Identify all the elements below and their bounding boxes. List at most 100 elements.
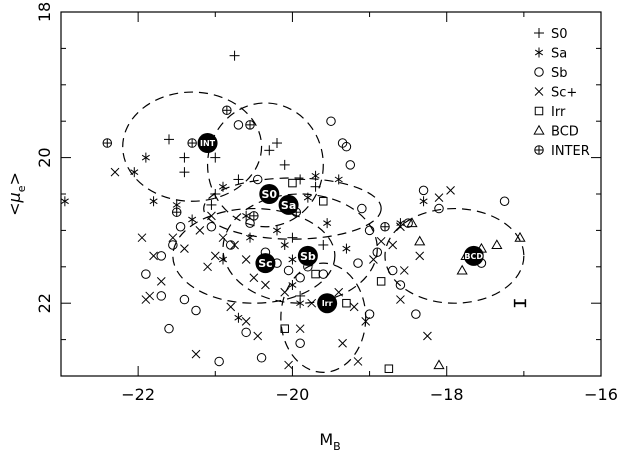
point-sc-plus (218, 233, 228, 243)
legend-marker (534, 67, 544, 77)
point-sc-plus (349, 302, 359, 312)
point-sc-plus (396, 222, 405, 232)
point-sb (418, 185, 429, 196)
series-sa (60, 152, 428, 323)
legend-item-bcd: BCD (533, 124, 579, 140)
series-sb (141, 116, 510, 367)
y-tick-label: 20 (35, 147, 54, 167)
point-s0 (210, 189, 221, 199)
point-sa (245, 232, 255, 243)
point-sc-plus (369, 255, 378, 264)
y-tick-label: 22 (35, 293, 54, 313)
ellipse-sc (172, 207, 336, 304)
point-sb (353, 258, 363, 268)
point-inter (171, 207, 182, 217)
point-sa (334, 174, 343, 185)
point-sb (214, 356, 224, 367)
y-axis-title: <μe> (5, 172, 28, 216)
y-axis-title-open: < (5, 202, 24, 215)
point-sc-plus (241, 255, 251, 264)
point-sb (252, 174, 263, 185)
ellipse-int (122, 91, 263, 202)
point-sb (156, 291, 167, 301)
point-sc-plus (180, 244, 189, 253)
point-s0 (179, 167, 190, 178)
series-s0 (164, 50, 329, 301)
ellipse-sb (222, 193, 378, 304)
point-sb (156, 251, 167, 261)
point-sc-plus (361, 317, 371, 326)
point-sa (303, 192, 312, 203)
point-bcd (414, 235, 426, 246)
point-s0 (295, 174, 306, 185)
x-axis-title-sub: B (333, 440, 341, 450)
point-sb (364, 225, 375, 236)
point-sb (341, 141, 352, 152)
point-sb (372, 247, 383, 257)
centroid-label: Sa (281, 199, 296, 212)
point-sb (499, 196, 510, 207)
point-sb (164, 323, 174, 334)
point-sa (149, 196, 158, 207)
point-sc-plus (396, 295, 405, 304)
point-s0 (210, 152, 221, 163)
point-bcd (433, 359, 445, 370)
point-sc-plus (241, 317, 251, 326)
centroid-bcd: BCD (463, 245, 484, 266)
centroid-disc (463, 245, 484, 266)
point-sb (245, 218, 255, 228)
legend-item-irr: Irr (534, 105, 566, 120)
axis-ticks: −22 −20 −18 −16 18 20 22 (35, 2, 618, 404)
point-sc-plus (226, 302, 236, 312)
legend-label: Irr (551, 105, 566, 120)
legend-marker (534, 47, 544, 58)
point-sb (326, 116, 336, 126)
centroid-disc (278, 194, 299, 215)
point-sb (179, 294, 190, 305)
ellipse-s0 (206, 102, 324, 228)
point-sb (283, 265, 294, 276)
point-sc-plus (253, 331, 263, 341)
point-sc-plus (388, 240, 398, 250)
point-bcd (406, 217, 418, 228)
point-sa (141, 152, 150, 163)
point-s0 (229, 50, 240, 61)
point-s0 (318, 239, 329, 250)
point-sb (225, 240, 236, 250)
point-sb (357, 203, 367, 214)
point-s0 (287, 232, 298, 243)
point-sa (288, 280, 297, 290)
point-sb (434, 203, 444, 214)
centroid-irr: Irr (317, 293, 338, 314)
point-s0 (206, 199, 217, 210)
point-inter (102, 138, 113, 148)
point-sc-plus (249, 273, 259, 283)
point-sc-plus (149, 251, 158, 261)
centroid-s0: S0 (259, 184, 280, 204)
point-s0 (179, 152, 190, 163)
centroid-label: BCD (464, 252, 483, 261)
point-sc-plus (203, 262, 212, 272)
legend-marker (533, 124, 545, 135)
legend-marker (534, 87, 544, 96)
legend-marker (534, 28, 544, 38)
legend-item-inter: INTER (534, 144, 590, 159)
point-bcd (514, 231, 526, 242)
point-irr (376, 277, 386, 286)
point-sb (233, 120, 244, 130)
point-sb (411, 309, 421, 319)
point-sa (296, 298, 305, 309)
legend-label: INTER (551, 144, 590, 159)
point-irr (311, 269, 320, 279)
point-irr (384, 364, 394, 373)
point-irr (288, 178, 297, 188)
point-inter (249, 211, 259, 221)
legend: S0 Sa Sb Sc+ Irr BCD INTER (533, 27, 590, 159)
legend-item-s0: S0 (534, 27, 568, 42)
centroid-disc (317, 293, 338, 314)
point-inter (380, 222, 390, 232)
point-sa (311, 170, 320, 181)
point-sc-plus (156, 277, 166, 286)
centroid-disc (197, 133, 218, 154)
point-sa (323, 218, 332, 229)
